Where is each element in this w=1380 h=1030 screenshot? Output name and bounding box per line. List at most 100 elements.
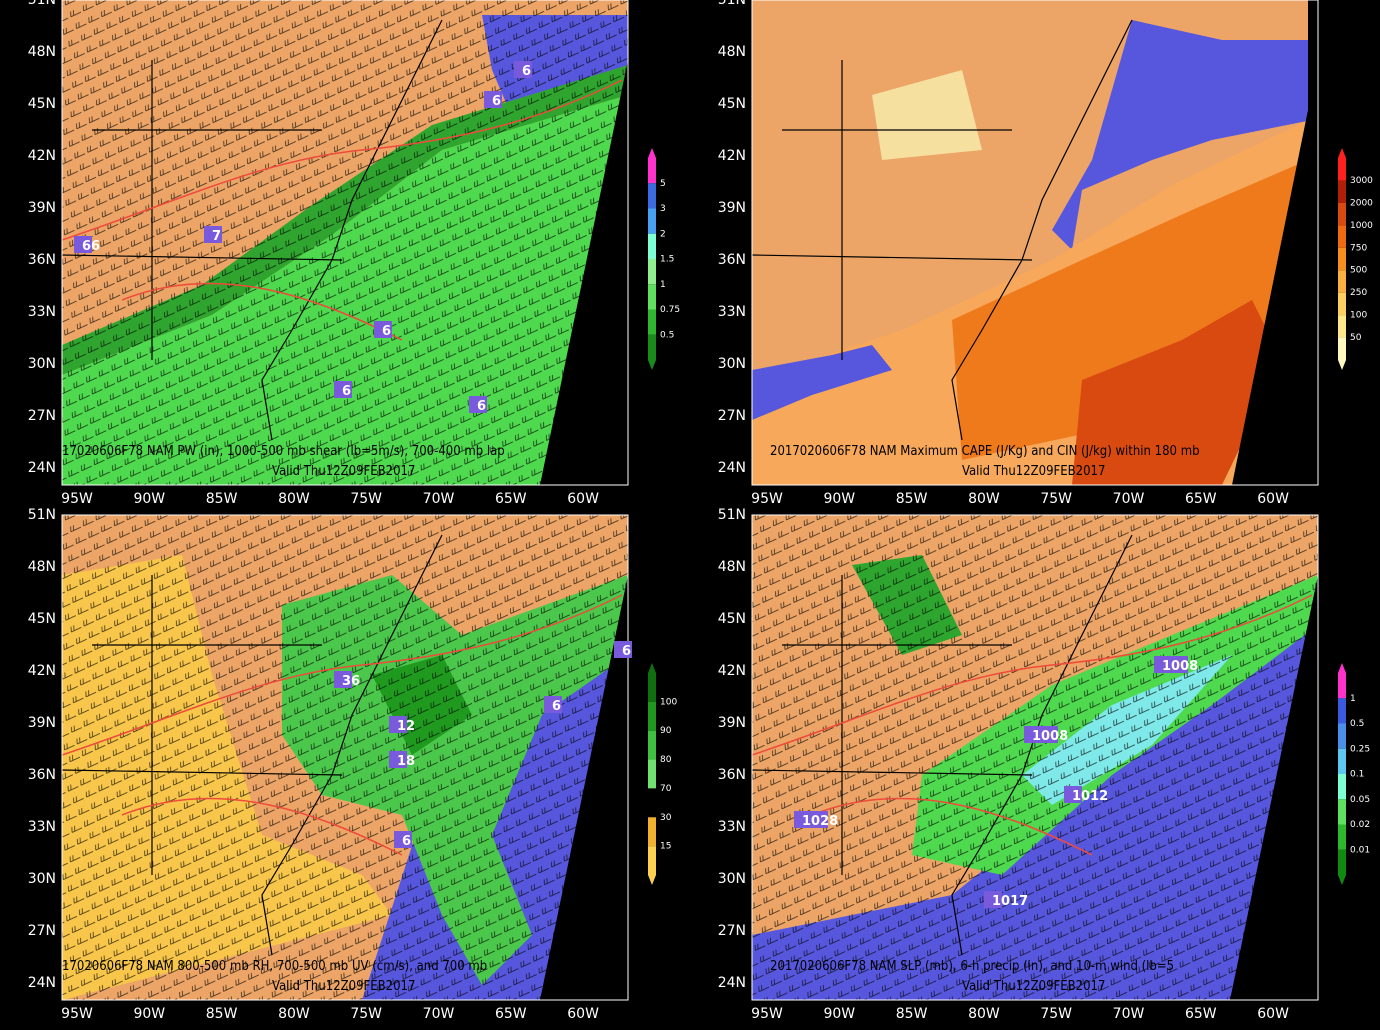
lat-label: 36N	[718, 767, 746, 783]
colorbar-label: 30	[660, 813, 672, 823]
lat-label: 45N	[718, 96, 746, 112]
lat-label: 24N	[718, 975, 746, 991]
contour-label: 36	[342, 674, 360, 689]
map-caption: 17020606F78 NAM 800-500 mb RH, 700-500 m…	[62, 959, 487, 974]
colorbar-segment	[648, 846, 656, 875]
contour-label-box	[1024, 726, 1058, 743]
contour-label-box	[514, 61, 532, 78]
lon-label: 90W	[823, 491, 855, 507]
lon-label: 75W	[1040, 491, 1072, 507]
contour-label: 6	[402, 834, 411, 849]
colorbar-label: 0.5	[660, 330, 674, 340]
lon-label: 70W	[423, 491, 455, 507]
colorbar-segment	[1338, 225, 1346, 248]
lat-label: 30N	[28, 356, 56, 372]
colorbar-label: 100	[1350, 311, 1367, 321]
contour-label: 6	[552, 699, 561, 714]
colorbar-label: 0.5	[1350, 719, 1364, 729]
field-region	[872, 70, 982, 160]
contour-label: 1008	[1032, 729, 1068, 744]
field-region	[1232, 0, 1318, 485]
colorbar-label: 5	[660, 179, 666, 189]
lat-label: 51N	[28, 507, 56, 523]
lat-label: 27N	[718, 923, 746, 939]
lon-label: 95W	[751, 1006, 783, 1022]
wind-barbs	[62, 515, 628, 1000]
lon-label: 70W	[1113, 1006, 1145, 1022]
lat-label: 36N	[28, 252, 56, 268]
colorbar-segment	[1338, 202, 1346, 226]
lon-label: 70W	[1113, 491, 1145, 507]
colorbar-segment	[1338, 748, 1346, 774]
lat-label: 30N	[718, 356, 746, 372]
contour-label: 66	[82, 239, 100, 254]
lon-label: 75W	[1040, 1006, 1072, 1022]
colorbar-arrow	[648, 360, 656, 370]
colorbar-label: 50	[1350, 333, 1362, 343]
lon-label: 60W	[1257, 491, 1289, 507]
contour-label-box	[374, 321, 392, 338]
contour-label: 12	[397, 719, 415, 734]
colorbar-segment	[648, 208, 656, 234]
contour-label: 1028	[802, 814, 838, 829]
contour-label: 6	[522, 64, 531, 79]
map-frame	[751, 514, 1319, 1001]
valid-time: Valid Thu12Z09FEB2017	[962, 979, 1105, 994]
colorbar-label: 0.25	[1350, 744, 1370, 754]
lon-label: 65W	[495, 491, 527, 507]
colorbar-arrow	[648, 663, 656, 673]
lon-label: 90W	[133, 1006, 165, 1022]
lat-label: 33N	[718, 819, 746, 835]
colorbar-label: 1	[1350, 694, 1356, 704]
lat-label: 27N	[718, 408, 746, 424]
colorbar-segment	[648, 259, 656, 285]
contour-label-box	[469, 396, 487, 413]
colorbar-segment	[1338, 824, 1346, 850]
contour-label: 6	[342, 384, 351, 399]
valid-time: Valid Thu12Z09FEB2017	[272, 464, 415, 479]
lon-label: 80W	[278, 491, 310, 507]
lat-label: 39N	[718, 200, 746, 216]
contour-label-box	[794, 811, 828, 828]
colorbar-segment	[648, 701, 656, 731]
colorbar-label: 80	[660, 755, 672, 765]
contour-label: 6	[382, 324, 391, 339]
contour-label: 7	[212, 229, 221, 244]
colorbar-label: 15	[660, 842, 671, 852]
colorbar-arrow	[648, 148, 656, 158]
colorbar-label: 0.75	[660, 305, 680, 315]
colorbar-segment	[648, 788, 656, 818]
colorbar-label: 1000	[1350, 221, 1373, 231]
map-panel: 1008 1008 1028 1012 1017 2017020606F78 NAM SL…	[751, 514, 1319, 1001]
lon-label: 85W	[896, 491, 928, 507]
colorbar-label: 250	[1350, 288, 1367, 298]
lat-label: 51N	[28, 0, 56, 8]
colorbar-segment	[1338, 799, 1346, 825]
lon-label: 60W	[567, 491, 599, 507]
colorbar-segment	[648, 817, 656, 847]
lat-label: 30N	[718, 871, 746, 887]
map-panel: 2017020606F78 NAM Maximum CAPE (J/Kg) an…	[751, 0, 1319, 486]
colorbar-arrow	[648, 875, 656, 885]
lon-label: 90W	[823, 1006, 855, 1022]
contour-label-box	[984, 891, 1002, 908]
lat-label: 39N	[28, 200, 56, 216]
contour-label-box	[334, 381, 352, 398]
valid-time: Valid Thu12Z09FEB2017	[962, 464, 1105, 479]
lat-label: 33N	[28, 819, 56, 835]
colorbar-segment	[648, 730, 656, 760]
map-frame	[61, 514, 629, 1001]
map-caption: 2017020606F78 NAM SLP (mb), 6-h precip (…	[770, 959, 1174, 974]
map-caption: 2017020606F78 NAM Maximum CAPE (J/Kg) an…	[770, 444, 1200, 459]
lat-label: 42N	[718, 663, 746, 679]
colorbar-segment	[648, 759, 656, 789]
lat-label: 24N	[28, 460, 56, 476]
lat-label: 48N	[28, 559, 56, 575]
colorbar-segment	[1338, 292, 1346, 316]
lon-label: 80W	[968, 491, 1000, 507]
contour-label: 6	[477, 399, 486, 414]
contour-label: 6	[622, 644, 631, 659]
colorbar-label: 500	[1350, 266, 1367, 276]
